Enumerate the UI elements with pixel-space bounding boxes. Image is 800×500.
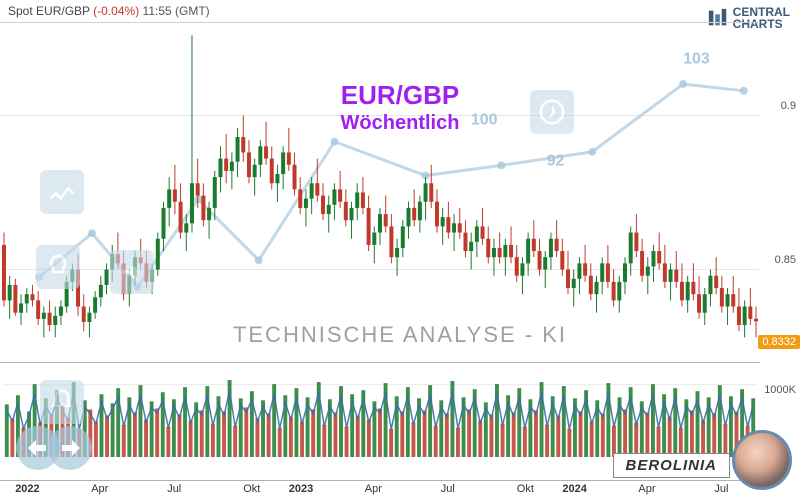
x-tick: Okt [243,483,260,495]
y-tick: 0.85 [775,254,796,266]
chart-container: Spot EUR/GBP (-0.04%) 11:55 (GMT) CENTRA… [0,0,800,500]
svg-text:100: 100 [471,112,498,129]
provider-badge[interactable]: BEROLINIA [613,453,731,478]
x-tick: Okt [517,483,534,495]
timestamp: 11:55 [143,4,172,18]
x-tick: 2022 [15,483,39,495]
chart-watermark-icon [40,170,84,214]
timezone: (GMT) [175,4,210,18]
x-tick: 2023 [289,483,313,495]
compass-watermark-icon [530,90,574,134]
y-tick: 0.9 [781,100,796,112]
svg-text:103: 103 [683,51,710,68]
x-tick: 2024 [562,483,586,495]
volume-chart[interactable] [0,362,760,457]
change-pct: (-0.04%) [93,4,139,18]
x-tick: Apr [638,483,655,495]
price-y-axis: 0.9 0.85 0.8332 [760,22,800,362]
x-axis: 2022 Apr Jul Okt 2023 Apr Jul Okt 2024 Apr Jul [0,480,760,500]
x-tick: Jul [441,483,455,495]
x-tick: Apr [91,483,108,495]
bell-watermark-icon [40,380,84,424]
x-tick: Jul [167,483,181,495]
avatar-icon[interactable] [732,430,792,490]
instrument-name: Spot EUR/GBP [8,4,90,18]
arrow-right-icon [110,250,154,294]
x-tick: Apr [365,483,382,495]
bulb-watermark-icon [36,245,80,289]
x-tick: Jul [714,483,728,495]
current-price-badge: 0.8332 [758,335,800,349]
nav-arrows-icon[interactable] [14,420,104,481]
vol-tick: 1000K [764,384,796,396]
header-info: Spot EUR/GBP (-0.04%) 11:55 (GMT) [8,4,210,18]
price-chart[interactable]: 100 92 103 [0,22,760,362]
svg-text:92: 92 [547,152,565,169]
